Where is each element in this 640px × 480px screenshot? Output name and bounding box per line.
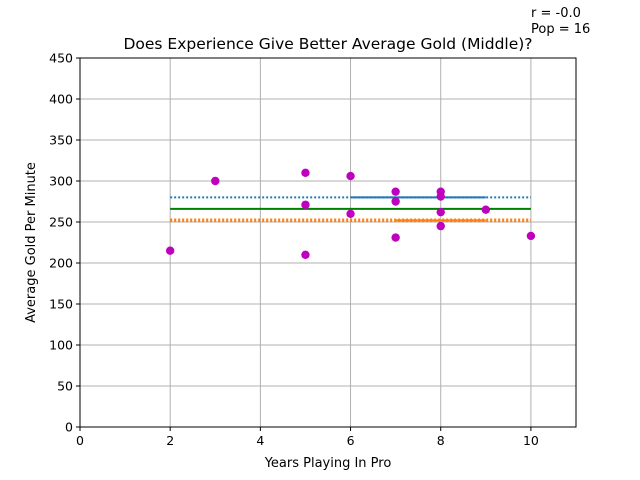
y-tick-label: 0: [65, 420, 73, 435]
data-point: [436, 192, 445, 201]
x-axis-label: Years Playing In Pro: [264, 456, 392, 471]
data-point: [211, 176, 220, 186]
data-point: [301, 250, 310, 259]
chart-title: Does Experience Give Better Average Gold…: [123, 35, 532, 53]
data-point: [481, 205, 491, 214]
x-tick-label: 0: [76, 433, 84, 448]
data-point: [301, 168, 310, 177]
y-axis-label: Average Gold Per Minute: [24, 162, 39, 323]
data-point: [436, 221, 445, 231]
y-tick-label: 200: [49, 256, 73, 271]
data-point: [526, 231, 536, 241]
y-tick-label: 450: [49, 51, 73, 66]
data-point: [391, 197, 400, 206]
y-tick-label: 350: [49, 133, 73, 148]
x-tick-label: 4: [256, 433, 264, 448]
data-point: [391, 233, 400, 242]
y-tick-label: 300: [49, 174, 73, 189]
y-tick-label: 100: [49, 338, 73, 353]
data-point: [391, 187, 400, 196]
x-tick-label: 6: [347, 433, 355, 448]
data-point: [301, 200, 310, 209]
y-tick-label: 400: [49, 92, 73, 107]
y-tick-label: 50: [57, 379, 73, 394]
annotation-pop: Pop = 16: [531, 22, 590, 37]
y-tick-label: 150: [49, 297, 73, 312]
data-point: [346, 209, 355, 218]
data-point: [165, 246, 175, 255]
plot-frame: [79, 57, 577, 428]
data-point: [346, 171, 355, 181]
x-tick-label: 2: [166, 433, 174, 448]
x-tick-label: 10: [523, 433, 539, 448]
x-tick-label: 8: [437, 433, 445, 448]
data-point: [436, 207, 445, 217]
y-tick-label: 250: [49, 215, 73, 230]
annotation-r: r = -0.0: [531, 6, 581, 21]
